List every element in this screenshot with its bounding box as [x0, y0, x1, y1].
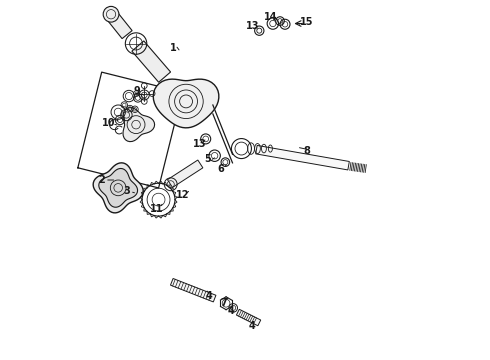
Polygon shape [108, 13, 132, 39]
Text: 12: 12 [176, 190, 189, 200]
Text: 1: 1 [170, 43, 177, 53]
Polygon shape [153, 79, 219, 128]
Text: 13: 13 [193, 139, 206, 149]
Polygon shape [171, 279, 216, 302]
Text: 6: 6 [218, 164, 224, 174]
Text: 2: 2 [98, 175, 105, 185]
Text: 4: 4 [249, 321, 255, 331]
Text: 15: 15 [300, 17, 313, 27]
Text: 3: 3 [123, 186, 130, 197]
Text: 7: 7 [220, 298, 227, 308]
Polygon shape [168, 160, 203, 188]
Polygon shape [99, 168, 138, 207]
Text: 8: 8 [303, 146, 310, 156]
Text: 4: 4 [228, 306, 235, 316]
Text: 10: 10 [102, 118, 115, 128]
Polygon shape [132, 41, 171, 82]
Text: 9: 9 [134, 86, 141, 96]
Polygon shape [93, 163, 143, 213]
Text: 14: 14 [264, 13, 277, 22]
Polygon shape [256, 145, 349, 170]
Polygon shape [236, 309, 261, 326]
Polygon shape [123, 108, 155, 141]
Text: 11: 11 [150, 204, 164, 214]
Text: 4: 4 [205, 291, 212, 301]
Circle shape [103, 6, 119, 22]
Text: 5: 5 [204, 154, 211, 164]
Text: 13: 13 [246, 21, 260, 31]
